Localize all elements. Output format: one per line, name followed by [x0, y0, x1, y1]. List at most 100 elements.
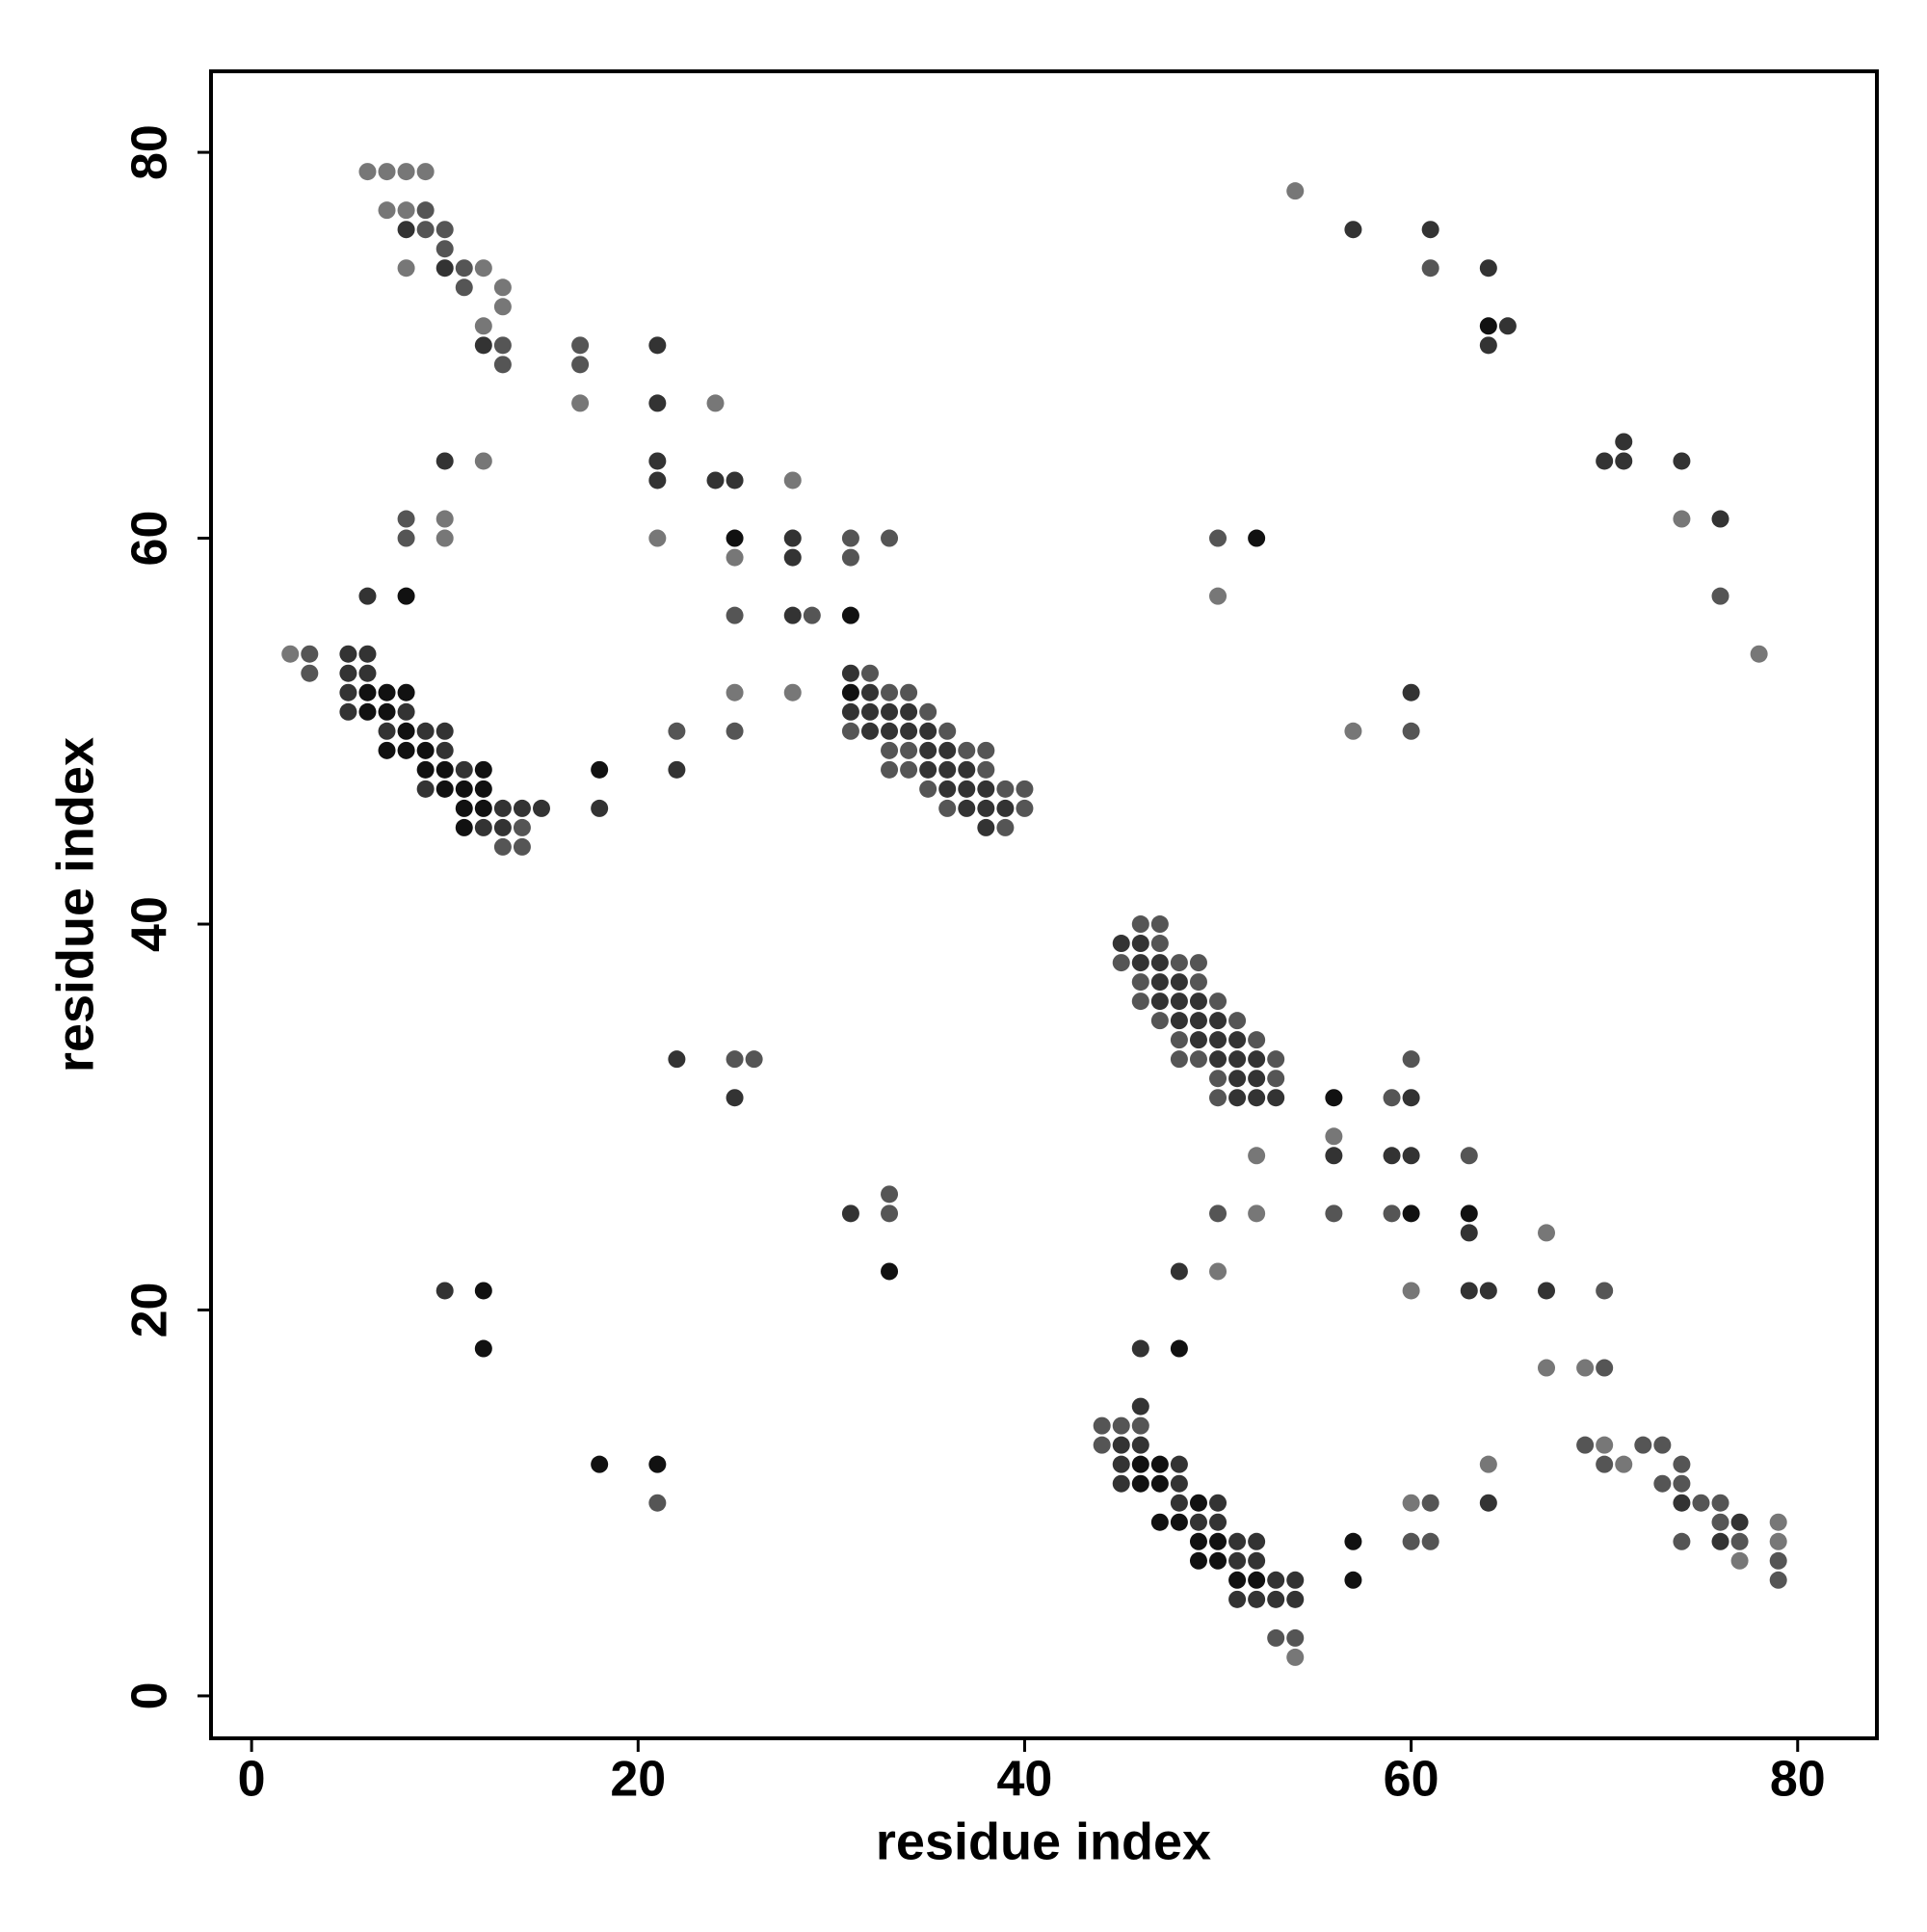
point	[1170, 1474, 1188, 1493]
point	[783, 471, 802, 490]
point	[378, 741, 396, 759]
point	[1016, 780, 1034, 798]
point	[1189, 1050, 1207, 1069]
point	[1189, 1532, 1207, 1550]
point	[1711, 587, 1729, 605]
point	[474, 780, 492, 798]
point	[1576, 1359, 1595, 1377]
point	[493, 298, 512, 316]
point	[1209, 1050, 1227, 1069]
point	[1402, 683, 1420, 701]
point	[1112, 954, 1130, 972]
point	[919, 722, 937, 740]
point	[1498, 317, 1517, 335]
point	[513, 837, 531, 856]
point	[841, 529, 859, 547]
point	[1170, 1513, 1188, 1531]
point	[1402, 1494, 1420, 1512]
point	[1189, 1551, 1207, 1570]
y-tick-label: 60	[122, 511, 178, 567]
point	[1150, 954, 1169, 972]
point	[1576, 1436, 1595, 1454]
point	[1460, 1204, 1478, 1223]
point	[938, 760, 957, 779]
point	[1769, 1571, 1787, 1589]
point	[1479, 1282, 1497, 1300]
point	[1112, 1416, 1130, 1435]
point	[1538, 1282, 1556, 1300]
point	[1479, 1455, 1497, 1473]
x-tick-label: 60	[1384, 1752, 1439, 1808]
point	[436, 529, 454, 547]
point	[1286, 1571, 1305, 1589]
point	[397, 221, 415, 239]
point	[455, 818, 473, 836]
y-axis-title: residue index	[46, 737, 104, 1072]
point	[1769, 1551, 1787, 1570]
point	[493, 336, 512, 355]
point	[938, 722, 957, 740]
point	[1228, 1532, 1247, 1550]
point	[455, 259, 473, 278]
point	[1189, 1031, 1207, 1049]
point	[1170, 1050, 1188, 1069]
point	[397, 587, 415, 605]
point	[1209, 1012, 1227, 1030]
point	[358, 163, 377, 181]
point	[648, 452, 667, 470]
point	[783, 548, 802, 567]
point	[726, 683, 744, 701]
point	[1170, 992, 1188, 1011]
point	[1538, 1359, 1556, 1377]
point	[1673, 510, 1691, 528]
point	[1209, 1089, 1227, 1107]
point	[1769, 1513, 1787, 1531]
point	[1673, 1455, 1691, 1473]
point	[339, 683, 357, 701]
point	[1479, 259, 1497, 278]
plot-frame	[209, 69, 1879, 1740]
point	[1209, 529, 1227, 547]
point	[996, 818, 1015, 836]
point	[416, 221, 435, 239]
point	[416, 722, 435, 740]
point	[474, 760, 492, 779]
point	[1383, 1204, 1401, 1223]
point	[977, 780, 995, 798]
x-tick-label: 80	[1770, 1752, 1826, 1808]
point	[1131, 1397, 1149, 1416]
point	[1112, 1474, 1130, 1493]
y-tick-label: 80	[122, 124, 178, 180]
point	[397, 683, 415, 701]
point	[1460, 1147, 1478, 1165]
point	[571, 336, 590, 355]
point	[1267, 1571, 1285, 1589]
point	[532, 799, 550, 817]
point	[1248, 1089, 1266, 1107]
point	[1131, 915, 1149, 934]
point	[1711, 1494, 1729, 1512]
point	[301, 664, 319, 682]
point	[1170, 973, 1188, 992]
point	[591, 760, 609, 779]
point	[1150, 1455, 1169, 1473]
point	[1209, 1070, 1227, 1088]
point	[1248, 1551, 1266, 1570]
point	[648, 336, 667, 355]
point	[474, 452, 492, 470]
point	[1711, 510, 1729, 528]
point	[436, 741, 454, 759]
point	[841, 702, 859, 721]
point	[1325, 1127, 1343, 1146]
point	[1150, 1474, 1169, 1493]
point	[1634, 1436, 1652, 1454]
point	[1248, 1571, 1266, 1589]
point	[1131, 935, 1149, 953]
point	[301, 645, 319, 663]
point	[860, 664, 879, 682]
point	[745, 1050, 763, 1069]
point	[1131, 1416, 1149, 1435]
point	[1189, 1513, 1207, 1531]
point	[1131, 1339, 1149, 1358]
point	[436, 452, 454, 470]
